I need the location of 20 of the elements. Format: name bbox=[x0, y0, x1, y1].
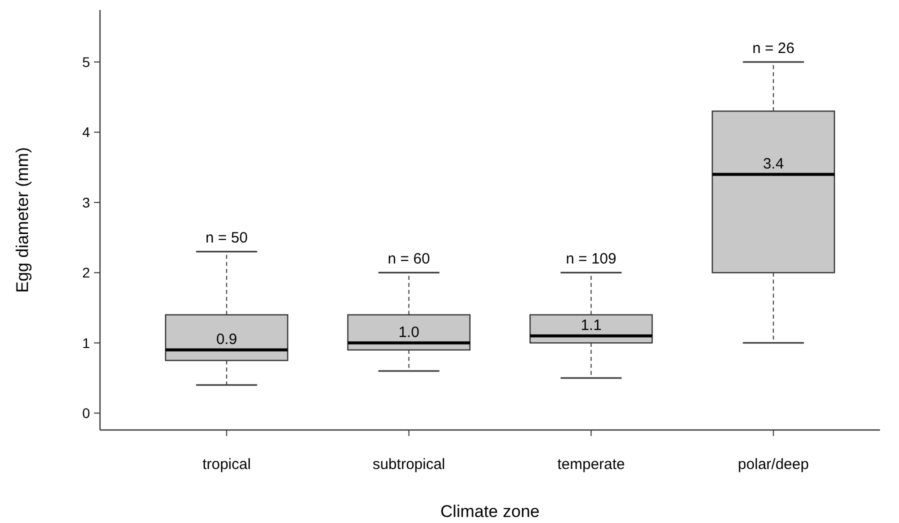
y-tick-label: 4 bbox=[82, 124, 90, 140]
annotation: n = 50 bbox=[206, 230, 248, 247]
x-tick-label: subtropical bbox=[372, 456, 446, 473]
x-tick-label: tropical bbox=[202, 456, 251, 473]
x-tick-label: polar/deep bbox=[738, 456, 809, 473]
text: 1.0 bbox=[398, 324, 420, 341]
x-tick-label: temperate bbox=[557, 456, 625, 473]
x-axis-title: Climate zone bbox=[440, 502, 540, 521]
annotation: n = 26 bbox=[752, 40, 794, 57]
y-axis-title: Egg diameter (mm) bbox=[13, 147, 32, 293]
y-tick-label: 3 bbox=[82, 194, 90, 210]
y-tick-label: 1 bbox=[82, 334, 90, 351]
annotation: n = 109 bbox=[566, 250, 616, 268]
text: 1.1 bbox=[580, 316, 602, 334]
y-tick-label: 5 bbox=[82, 54, 90, 70]
text: 0.9 bbox=[216, 330, 238, 348]
y-tick-label: 0 bbox=[82, 405, 90, 422]
y-tick-label: 2 bbox=[82, 264, 90, 281]
text: 3.4 bbox=[762, 155, 784, 172]
annotation: n = 60 bbox=[388, 250, 430, 268]
